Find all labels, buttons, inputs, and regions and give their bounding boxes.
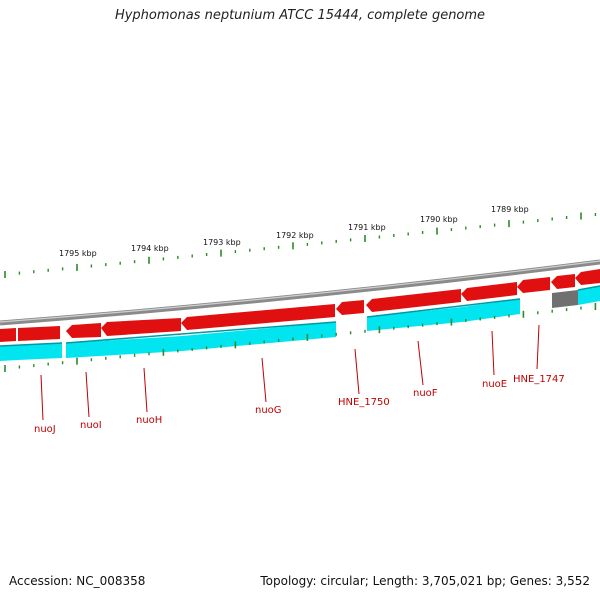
- forward-gene: [517, 277, 550, 293]
- forward-gene: [0, 328, 16, 342]
- reverse-gene: [18, 343, 62, 360]
- leader-line: [417, 340, 424, 386]
- scale-label-1793: 1793 kbp: [203, 238, 241, 247]
- gene-label-HNE_1747: HNE_1747: [513, 374, 565, 385]
- reverse-gene: [367, 307, 462, 331]
- gene-label-leaders: [40, 324, 540, 421]
- gene-label-nuoJ: nuoJ: [34, 424, 56, 435]
- outer-scale-ticks: [4, 212, 597, 278]
- gene-label-HNE_1750: HNE_1750: [338, 397, 390, 408]
- genome-backbone: [0, 259, 600, 326]
- leader-line: [143, 367, 148, 413]
- scale-label-1795: 1795 kbp: [59, 249, 97, 258]
- forward-gene: [461, 282, 517, 301]
- scale-label-1790: 1790 kbp: [420, 215, 458, 224]
- gene-label-nuoF: nuoF: [413, 388, 438, 399]
- leader-line: [261, 357, 267, 403]
- leader-line: [85, 371, 90, 418]
- inner-scale-ticks: [4, 303, 597, 372]
- gene-label-nuoE: nuoE: [482, 379, 507, 390]
- forward-strand-genes: [0, 269, 600, 342]
- topology-text: Topology: circular; Length: 3,705,021 bp…: [260, 574, 590, 588]
- reverse-gene-edge: [0, 285, 600, 347]
- leader-line: [536, 324, 540, 370]
- leader-line: [40, 374, 44, 421]
- map-title: Hyphomonas neptunium ATCC 15444, complet…: [114, 8, 486, 23]
- scale-label-1789: 1789 kbp: [491, 205, 529, 214]
- forward-gene: [575, 269, 600, 285]
- leader-line: [354, 348, 360, 395]
- reverse-gene: [66, 336, 182, 358]
- reverse-gene: [578, 286, 600, 305]
- forward-gene: [366, 289, 461, 312]
- reverse-gene: [0, 345, 18, 361]
- scale-label-1791: 1791 kbp: [348, 223, 386, 232]
- reverse-gene: [182, 322, 336, 351]
- forward-gene: [66, 323, 101, 338]
- scale-label-1792: 1792 kbp: [276, 231, 314, 240]
- scale-labels: 1795 kbp 1794 kbp 1793 kbp 1792 kbp 1791…: [59, 205, 529, 258]
- forward-gene: [18, 326, 60, 341]
- forward-gene: [336, 300, 364, 315]
- forward-gene: [551, 274, 575, 289]
- genome-backbone-highlight: [0, 260, 600, 323]
- forward-gene: [181, 304, 335, 330]
- leader-line: [491, 330, 495, 376]
- gene-label-nuoG: nuoG: [255, 405, 282, 416]
- reverse-gene: [462, 299, 520, 322]
- accession-text: Accession: NC_008358: [9, 574, 146, 588]
- gene-label-nuoH: nuoH: [136, 415, 162, 426]
- forward-gene: [101, 318, 181, 336]
- other-feature: [552, 290, 578, 308]
- gene-labels: nuoJ nuoI nuoH nuoG HNE_1750 nuoF nuoE H…: [34, 374, 565, 435]
- scale-label-1794: 1794 kbp: [131, 244, 169, 253]
- reverse-strand-genes: [0, 285, 600, 361]
- gene-label-nuoI: nuoI: [80, 420, 102, 431]
